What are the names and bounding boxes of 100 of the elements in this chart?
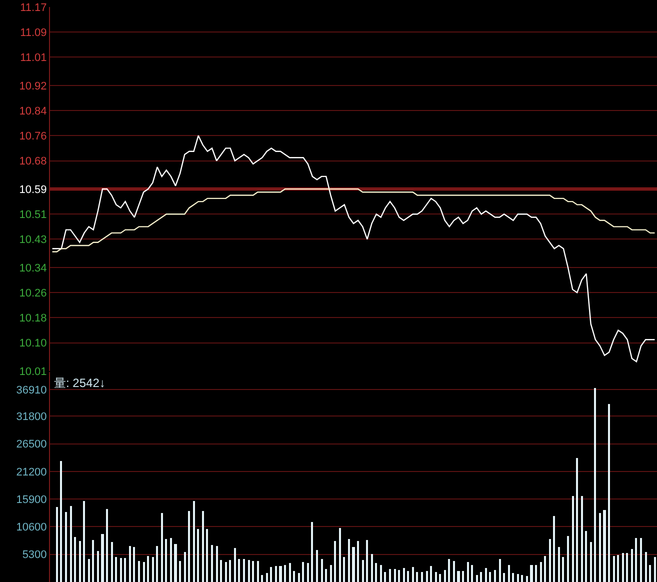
bar xyxy=(289,562,291,582)
bar xyxy=(147,556,149,582)
bar xyxy=(197,528,199,582)
bar xyxy=(453,560,455,582)
bar xyxy=(266,572,268,582)
bar xyxy=(494,570,496,582)
bar xyxy=(120,558,122,582)
bar xyxy=(248,560,250,582)
y-tick-label: 15900 xyxy=(16,494,47,506)
bar xyxy=(65,512,67,582)
line-series xyxy=(52,188,656,252)
bar xyxy=(170,538,172,582)
bar xyxy=(238,558,240,582)
bar xyxy=(622,552,624,582)
bar xyxy=(439,574,441,582)
y-tick-label: 10.43 xyxy=(19,234,47,246)
line-series xyxy=(52,135,656,362)
bar xyxy=(193,500,195,582)
y-tick-label: 5300 xyxy=(22,549,47,562)
bar xyxy=(375,562,377,582)
y-tick-label: 10.92 xyxy=(19,80,47,92)
bar xyxy=(133,546,135,582)
bar xyxy=(585,530,587,582)
bar xyxy=(225,562,227,582)
bar xyxy=(270,566,272,582)
bar xyxy=(106,508,108,582)
bar xyxy=(284,564,286,582)
bar xyxy=(174,544,177,582)
bar xyxy=(540,562,542,582)
bar xyxy=(311,522,313,582)
bar xyxy=(293,570,295,582)
bar xyxy=(553,516,555,582)
bar xyxy=(261,574,263,582)
bar xyxy=(366,540,368,582)
y-tick-label: 10.59 xyxy=(19,184,47,196)
bar xyxy=(617,554,619,582)
bar xyxy=(535,564,537,582)
bar xyxy=(115,556,117,582)
bar xyxy=(357,540,359,582)
bar xyxy=(640,538,642,582)
bar xyxy=(526,576,528,582)
bar xyxy=(444,570,446,582)
y-tick-label: 11.09 xyxy=(20,26,47,39)
y-tick-label: 10.01 xyxy=(19,366,47,378)
bar xyxy=(576,458,578,582)
bar xyxy=(334,540,336,582)
bar xyxy=(156,546,158,582)
bar xyxy=(56,506,58,582)
y-tick-label: 21200 xyxy=(16,466,47,478)
annotation: 量: 2542↓ xyxy=(54,376,106,390)
bar xyxy=(211,544,213,582)
bar xyxy=(307,562,309,582)
bar xyxy=(60,460,62,582)
bar xyxy=(111,542,113,582)
bar xyxy=(339,528,341,582)
bar xyxy=(362,560,364,582)
bar xyxy=(325,568,327,582)
y-tick-label: 10.18 xyxy=(19,312,47,325)
bar xyxy=(544,556,546,582)
bar xyxy=(352,546,355,582)
bar xyxy=(489,572,491,582)
bar xyxy=(83,500,85,582)
bar xyxy=(562,556,564,582)
bar xyxy=(243,558,245,582)
bar xyxy=(654,556,656,582)
bar xyxy=(124,558,126,582)
bar xyxy=(380,564,382,582)
bar xyxy=(613,556,615,582)
bar xyxy=(79,540,81,582)
bar xyxy=(631,548,633,582)
y-tick-label: 10.51 xyxy=(19,208,47,221)
bar xyxy=(603,510,606,582)
bar xyxy=(435,572,437,582)
bar xyxy=(389,568,391,582)
bar xyxy=(220,560,222,582)
bar xyxy=(161,512,163,582)
bar xyxy=(416,572,418,582)
bar xyxy=(179,560,181,582)
bar xyxy=(206,528,208,582)
bar xyxy=(567,536,569,582)
bar xyxy=(394,568,396,582)
bar xyxy=(143,562,145,582)
bar xyxy=(512,572,514,582)
y-tick-label: 31800 xyxy=(16,411,47,424)
bar xyxy=(626,552,628,582)
bar xyxy=(503,572,505,582)
bar xyxy=(216,546,218,582)
bar xyxy=(384,572,386,582)
bar xyxy=(138,560,140,582)
bar xyxy=(88,558,90,582)
bar xyxy=(348,538,350,582)
bar xyxy=(467,562,469,582)
bar xyxy=(70,506,72,582)
bar xyxy=(302,562,304,582)
bar xyxy=(371,554,373,582)
y-tick-label: 11.17 xyxy=(20,2,47,14)
bar xyxy=(530,564,533,582)
bar xyxy=(252,560,254,582)
bar xyxy=(581,496,583,582)
bar xyxy=(590,542,592,582)
